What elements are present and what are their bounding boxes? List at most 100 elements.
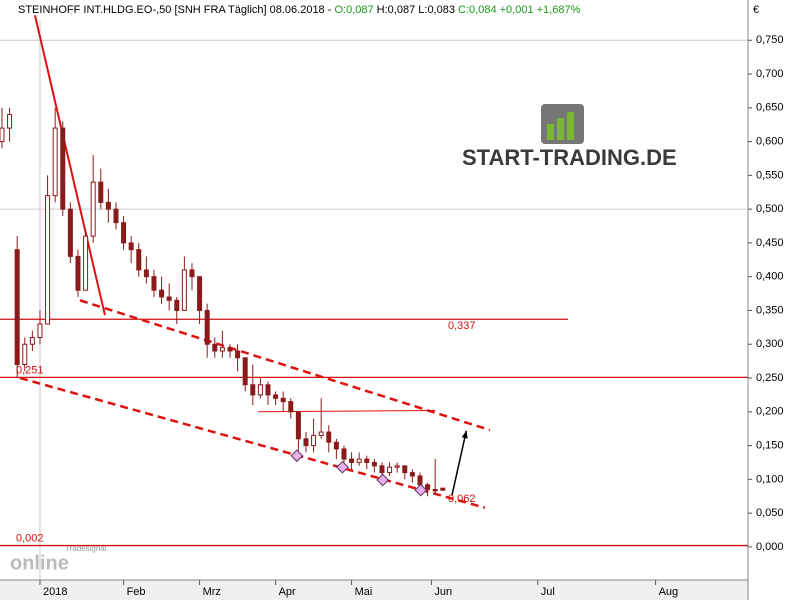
- arrow-head: [461, 430, 468, 439]
- candle-body: [90, 181, 96, 237]
- candle-body: [257, 384, 263, 396]
- brand-text: START-TRADING.DE: [462, 145, 677, 170]
- quote-low: L:0,083: [418, 4, 455, 16]
- candle-body: [326, 431, 332, 443]
- candle-body: [181, 269, 187, 311]
- candle-body: [105, 201, 111, 210]
- candle-body: [143, 269, 149, 278]
- candle-body: [364, 458, 370, 463]
- candle-body: [0, 127, 5, 143]
- candle-body: [67, 208, 73, 257]
- y-tick-label: 0,600: [756, 135, 784, 147]
- touch-marker: [290, 449, 304, 463]
- touch-marker: [336, 460, 349, 474]
- logo-bar: [557, 118, 564, 140]
- trendline: [33, 15, 106, 316]
- candle-body: [295, 411, 301, 440]
- trendline: [258, 409, 436, 413]
- candle-body: [197, 276, 203, 311]
- target-label: 0,062: [448, 493, 476, 505]
- candle-body: [402, 465, 408, 474]
- candle-body: [22, 343, 28, 366]
- quote-close: C:0,084 +0,001 +1,687%: [458, 4, 581, 16]
- trendline: [79, 299, 491, 432]
- watermark-large: online: [10, 552, 69, 574]
- trendline: [19, 376, 486, 509]
- candle-body: [371, 461, 377, 467]
- level-label: 0,002: [16, 532, 44, 544]
- y-tick-label: 0,300: [756, 338, 784, 350]
- candle-body: [7, 114, 13, 129]
- watermark-small: Tradesignal: [65, 544, 107, 553]
- candle-body: [52, 127, 58, 197]
- candle-body: [235, 350, 241, 359]
- header: STEINHOFF INT.HLDG.EO-,50 [SNH FRA Tägli…: [18, 4, 581, 16]
- candle-body: [288, 401, 294, 413]
- level-label: 0,337: [448, 320, 476, 332]
- plot: 0,000 0,050 0,100 0,150 0,200 0,250 0,300 0,350…: [0, 15, 784, 598]
- candle-body: [273, 394, 279, 399]
- logo-bar: [547, 124, 554, 140]
- candle-body: [189, 269, 195, 278]
- candle-body: [83, 235, 89, 291]
- candle-body: [265, 384, 271, 396]
- logo-bar: [567, 112, 574, 140]
- candle-body: [318, 431, 324, 436]
- x-tick-label: Jun: [434, 586, 452, 598]
- candle-body: [341, 448, 347, 460]
- candle-body: [440, 487, 446, 491]
- x-tick-label: Mrz: [203, 586, 221, 598]
- touch-marker: [376, 473, 390, 487]
- candle-body: [98, 181, 104, 203]
- y-tick-label: 0,500: [756, 203, 784, 215]
- y-tick-label: 0,150: [756, 439, 784, 451]
- x-tick-label: Aug: [659, 586, 679, 598]
- x-tick-label: Mai: [355, 586, 373, 598]
- candle-body: [121, 222, 127, 244]
- candle-body: [37, 323, 43, 338]
- candle-body: [204, 309, 210, 345]
- quote-high: H:0,087: [377, 4, 416, 16]
- quote-open: O:0,087: [334, 4, 373, 16]
- brand-logo: START-TRADING.DE: [462, 104, 677, 170]
- candle-body: [151, 276, 157, 291]
- candle-body: [60, 127, 66, 210]
- candle-body: [219, 347, 225, 352]
- y-tick-label: 0,050: [756, 507, 784, 519]
- y-tick-label: 0,000: [756, 541, 784, 553]
- candle-body: [113, 208, 119, 224]
- level-label: 0,251: [16, 364, 44, 376]
- y-tick-label: 0,450: [756, 237, 784, 249]
- x-tick-label: Apr: [279, 586, 296, 598]
- y-tick-label: 0,650: [756, 102, 784, 114]
- candle-body: [136, 249, 142, 271]
- candle-body: [280, 397, 286, 403]
- candle-body: [45, 195, 51, 325]
- candle-body: [356, 458, 362, 463]
- y-tick-label: 0,550: [756, 169, 784, 181]
- y-tick-label: 0,750: [756, 34, 784, 46]
- x-tick-label: Feb: [127, 586, 146, 598]
- candle-body: [333, 441, 339, 450]
- y-tick-label: 0,200: [756, 406, 784, 418]
- candle-body: [159, 289, 165, 298]
- candle-body: [409, 472, 415, 477]
- x-axis-band: [0, 580, 748, 600]
- candle-body: [425, 484, 431, 490]
- x-tick-label: Jul: [541, 586, 555, 598]
- candle-body: [303, 438, 309, 447]
- candle-body: [227, 347, 233, 352]
- touch-marker: [414, 483, 428, 497]
- candle-body: [250, 384, 256, 396]
- candle-body: [394, 465, 400, 468]
- candle-body: [432, 488, 438, 492]
- y-tick-label: 0,400: [756, 271, 784, 283]
- chart-title: STEINHOFF INT.HLDG.EO-,50 [SNH FRA Tägli…: [18, 4, 332, 16]
- candle-body: [29, 336, 35, 345]
- currency: €: [753, 4, 759, 16]
- arrow: [451, 430, 468, 496]
- candle-body: [417, 475, 423, 486]
- candle-body: [174, 299, 180, 311]
- y-tick-label: 0,100: [756, 473, 784, 485]
